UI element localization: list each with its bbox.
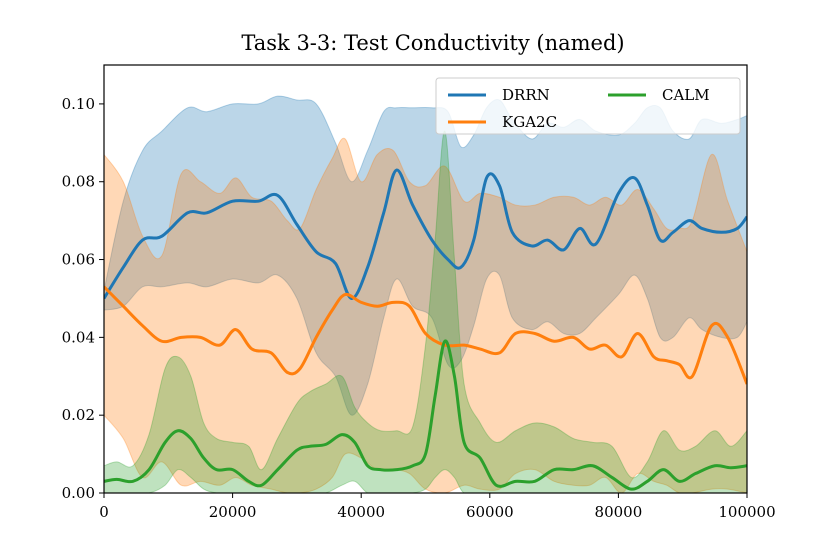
- y-tick-label: 0.10: [62, 95, 95, 113]
- y-tick-label: 0.00: [62, 484, 95, 502]
- y-tick-label: 0.02: [62, 406, 95, 424]
- legend-label-calm: CALM: [662, 86, 710, 104]
- x-tick-label: 60000: [466, 503, 514, 521]
- x-tick-label: 100000: [718, 503, 775, 521]
- line-calm: [104, 339, 747, 491]
- plot-frame: [103, 64, 748, 494]
- x-tick-label: 0: [99, 503, 109, 521]
- axes: 0 20000 40000 60000 80000 100000 0.00 0.02 0.04 0…: [62, 95, 776, 521]
- x-tick-label: 40000: [337, 503, 385, 521]
- legend-label-kga2c: KGA2C: [502, 113, 557, 131]
- x-tick-label: 80000: [595, 503, 643, 521]
- legend-label-drrn: DRRN: [502, 86, 550, 104]
- chart-title: Task 3-3: Test Conductivity (named): [241, 31, 624, 55]
- band-calm: [104, 130, 747, 493]
- y-tick-label: 0.08: [62, 173, 95, 191]
- line-drrn: [104, 168, 747, 300]
- legend-box: [435, 77, 741, 135]
- legend: DRRN KGA2C CALM: [435, 77, 741, 135]
- y-tick-label: 0.04: [62, 328, 95, 346]
- band-drrn: [104, 95, 747, 416]
- series-lines: [104, 168, 747, 491]
- line-kga2c: [104, 285, 747, 385]
- x-tick-label: 20000: [209, 503, 257, 521]
- y-tick-label: 0.06: [62, 251, 95, 269]
- confidence-bands: [104, 95, 747, 493]
